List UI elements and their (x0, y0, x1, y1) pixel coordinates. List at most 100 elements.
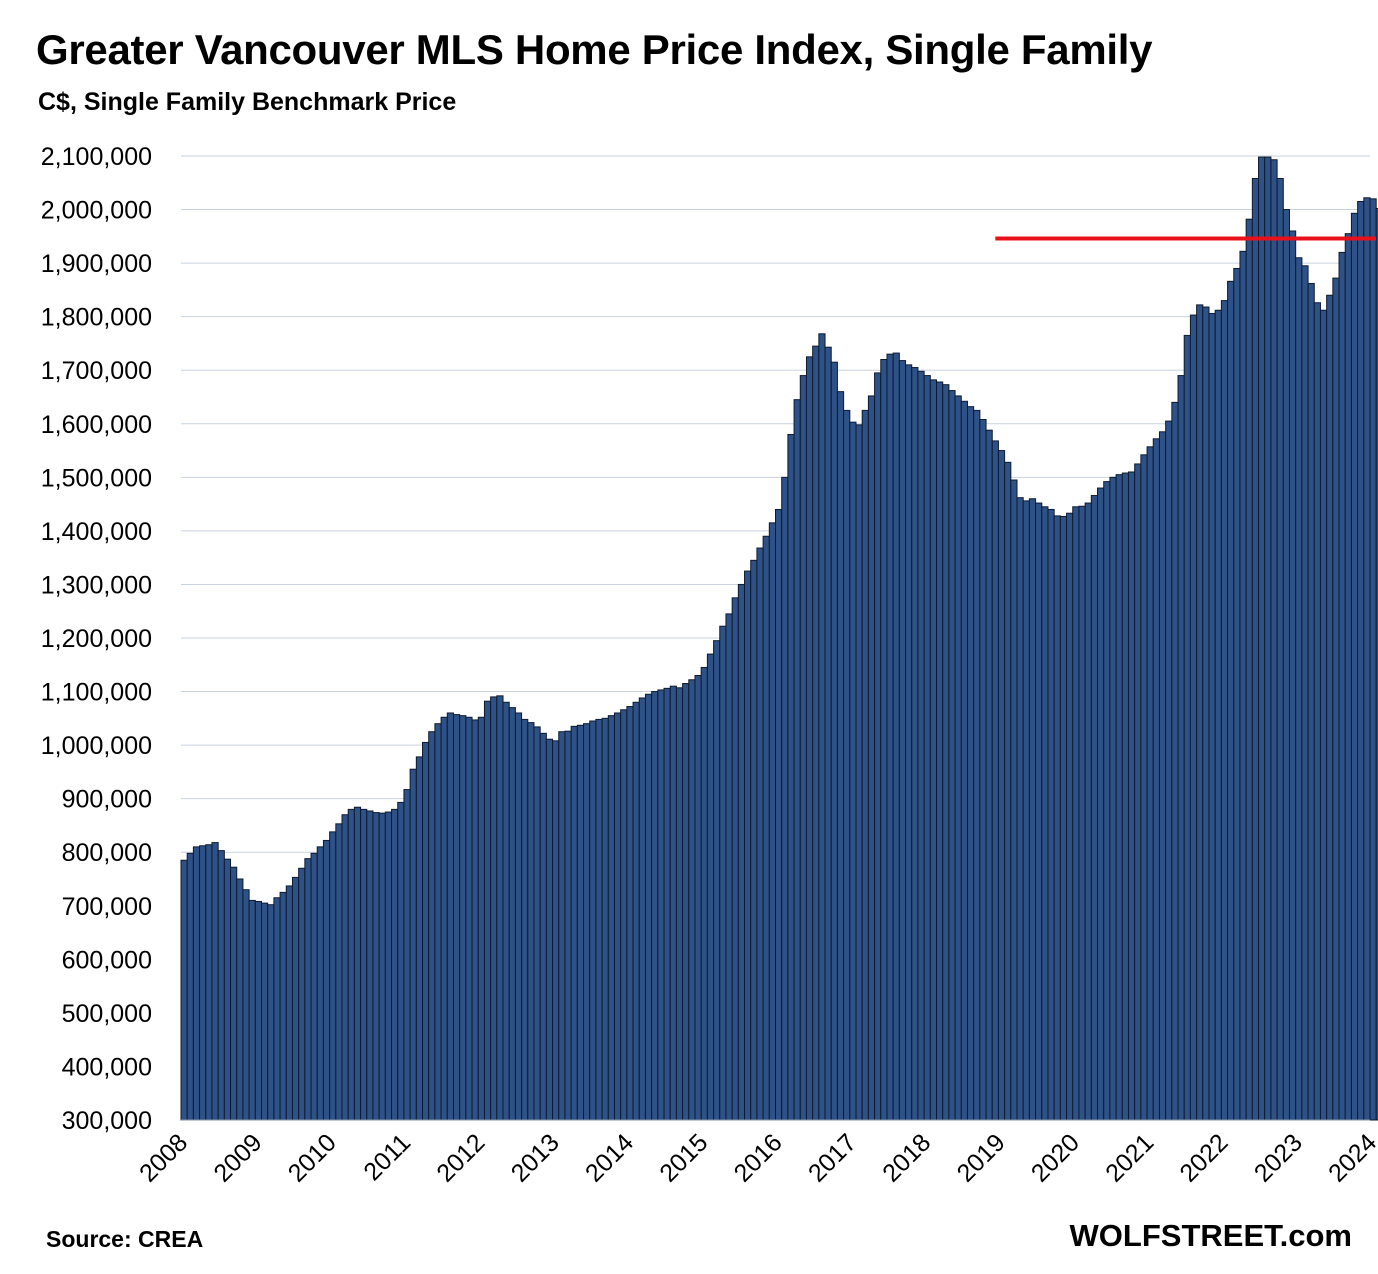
bar (1010, 479, 1018, 1121)
bar (737, 583, 746, 1121)
bar (570, 725, 578, 1121)
bar (787, 433, 795, 1121)
bar (347, 808, 355, 1121)
bar (230, 866, 238, 1121)
bar (527, 722, 535, 1121)
chart-subtitle: C$, Single Family Benchmark Price (38, 88, 457, 116)
bar (1047, 508, 1055, 1121)
bar (279, 891, 287, 1121)
bar (713, 640, 721, 1121)
x-axis-ticks: 2008 2009 2010 2011 2012 2013 2014 2015 2016 2017… (134, 1119, 1378, 1188)
y-tick-label: 700,000 (62, 893, 152, 921)
bar (1375, 207, 1378, 1121)
bar (979, 418, 987, 1121)
bar (682, 683, 690, 1121)
bar (583, 723, 591, 1121)
bar (205, 844, 213, 1121)
bar (403, 789, 411, 1121)
bar (750, 559, 758, 1121)
bar (1233, 267, 1241, 1121)
bar (1134, 463, 1142, 1121)
y-tick-label: 1,800,000 (41, 304, 152, 332)
bar (966, 406, 975, 1121)
bar (508, 707, 516, 1121)
bar (341, 814, 349, 1121)
bar (644, 693, 653, 1121)
y-tick-label: 2,000,000 (41, 197, 152, 225)
x-tick-label: 2022 (1174, 1128, 1233, 1187)
bar (719, 625, 727, 1121)
bar (533, 726, 541, 1121)
x-tick-label: 2015 (654, 1128, 713, 1187)
bar (1097, 487, 1105, 1121)
bar (1028, 498, 1037, 1121)
x-tick-label: 2017 (803, 1128, 862, 1187)
bar (1066, 512, 1074, 1121)
bar (799, 375, 807, 1121)
y-tick-label: 300,000 (62, 1107, 152, 1135)
x-tick-label: 2024 (1323, 1128, 1378, 1187)
bar (298, 867, 306, 1121)
bar (849, 421, 857, 1121)
bar (1152, 438, 1160, 1121)
bar (322, 839, 331, 1121)
bar (452, 714, 461, 1121)
bar (762, 535, 770, 1121)
bar (911, 367, 919, 1121)
bar (391, 808, 399, 1121)
bar (836, 391, 845, 1121)
x-tick-label: 2010 (283, 1128, 342, 1187)
bar (775, 508, 783, 1121)
y-tick-label: 1,100,000 (41, 679, 152, 707)
bar (632, 701, 640, 1121)
bar (694, 674, 702, 1121)
bar (409, 768, 417, 1121)
bar (1239, 250, 1247, 1121)
x-tick-label: 2018 (877, 1128, 936, 1187)
bar (675, 687, 684, 1121)
bar (211, 842, 219, 1121)
bar (917, 370, 925, 1121)
bar (620, 709, 628, 1121)
bar (1258, 156, 1266, 1121)
bar (558, 731, 566, 1121)
bar (545, 738, 554, 1121)
bar (867, 395, 876, 1121)
x-tick-label: 2009 (208, 1128, 267, 1187)
source-note: Source: CREA (46, 1226, 204, 1252)
bar (1338, 251, 1346, 1121)
brand-label: WOLFSTREET.com (1069, 1218, 1352, 1253)
bar (514, 712, 523, 1121)
x-tick-label: 2014 (580, 1128, 639, 1187)
bar (236, 878, 244, 1121)
bar (651, 691, 659, 1121)
bar (855, 424, 863, 1121)
bar (564, 730, 572, 1121)
y-tick-label: 400,000 (62, 1053, 152, 1081)
x-tick-label: 2023 (1249, 1128, 1308, 1187)
x-tick-label: 2021 (1100, 1128, 1159, 1187)
x-tick-label: 2013 (506, 1128, 565, 1187)
bar (1282, 209, 1290, 1121)
bar (1214, 309, 1222, 1121)
bar (874, 372, 882, 1121)
y-tick-label: 1,300,000 (41, 571, 152, 599)
bar (663, 687, 671, 1121)
bar (1183, 334, 1191, 1121)
bar (552, 740, 560, 1121)
chart-title: Greater Vancouver MLS Home Price Index, … (36, 26, 1153, 73)
bar (1350, 212, 1359, 1121)
bar (997, 450, 1006, 1121)
bar (496, 695, 504, 1121)
bar (1270, 159, 1278, 1121)
bar (360, 808, 368, 1121)
bar (688, 679, 696, 1121)
bar (1053, 515, 1061, 1121)
bar (731, 597, 739, 1121)
bar (576, 724, 585, 1121)
bar (595, 718, 603, 1121)
bar (1109, 476, 1117, 1121)
bar (781, 476, 789, 1121)
bar (1115, 474, 1123, 1121)
y-tick-label: 500,000 (62, 1000, 152, 1028)
